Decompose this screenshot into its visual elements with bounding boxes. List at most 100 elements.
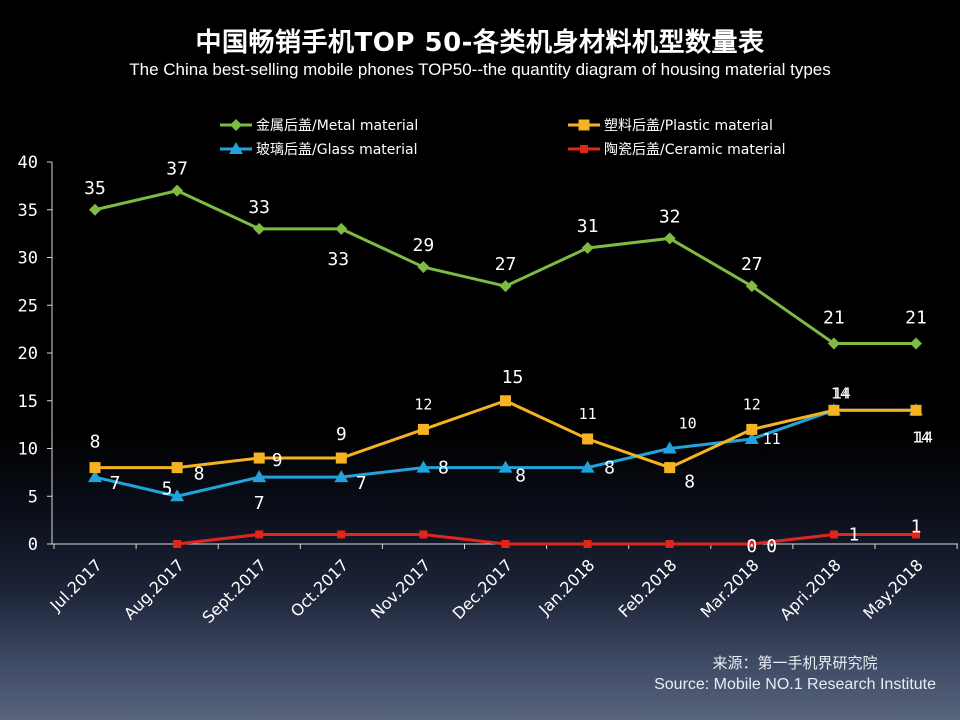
x-tick-label: Sept.2017 xyxy=(198,555,270,627)
data-label: 31 xyxy=(577,216,599,237)
data-point xyxy=(663,232,676,245)
x-tick-label: Oct.2017 xyxy=(287,555,352,620)
data-point xyxy=(417,261,430,274)
data-label: 21 xyxy=(823,307,845,328)
data-label: 1 xyxy=(911,516,922,537)
data-point xyxy=(583,540,592,548)
data-label: 14 xyxy=(831,384,849,402)
series-line-3 xyxy=(176,532,916,546)
source-note: 来源：第一手机界研究院 Source: Mobile NO.1 Research… xyxy=(654,652,936,696)
data-label: 9 xyxy=(272,450,283,471)
data-point xyxy=(334,470,349,483)
x-tick-label: Jul.2017 xyxy=(46,555,106,615)
data-point xyxy=(88,470,102,483)
source-en: Source: Mobile NO.1 Research Institute xyxy=(654,676,936,693)
data-label: 8 xyxy=(194,464,205,485)
data-point xyxy=(501,540,510,548)
data-label: 0 xyxy=(766,536,777,557)
y-tick-label: 40 xyxy=(18,153,38,173)
data-label: 12 xyxy=(743,395,761,413)
legend-label: 玻璃后盖/Glass material xyxy=(256,141,418,158)
data-label: 15 xyxy=(502,367,524,388)
data-point xyxy=(829,530,838,539)
data-point xyxy=(500,395,511,407)
series-line-2 xyxy=(95,399,916,470)
y-tick-label: 30 xyxy=(18,249,38,269)
data-point xyxy=(337,530,346,539)
data-point xyxy=(253,452,265,464)
legend-marker xyxy=(578,119,590,131)
data-label: 14 xyxy=(915,428,933,446)
x-tick-label: Feb.2018 xyxy=(615,555,681,621)
data-label: 7 xyxy=(254,493,265,514)
data-point xyxy=(910,337,922,350)
data-point xyxy=(416,460,431,473)
data-label: 8 xyxy=(684,472,695,493)
data-point xyxy=(335,452,347,464)
data-label: 27 xyxy=(495,254,517,275)
data-label: 8 xyxy=(90,432,101,453)
source-cn: 来源：第一手机界研究院 xyxy=(712,654,878,672)
data-point xyxy=(171,184,184,197)
legend-label: 塑料后盖/Plastic material xyxy=(604,118,773,134)
data-point xyxy=(828,404,840,416)
y-tick-label: 10 xyxy=(18,440,38,460)
data-point xyxy=(662,441,677,454)
data-label: 11 xyxy=(579,405,597,423)
y-tick-label: 20 xyxy=(18,344,38,364)
data-point xyxy=(581,241,594,254)
data-label: 9 xyxy=(336,424,347,445)
y-tick-label: 0 xyxy=(28,535,38,555)
x-tick-label: Mar.2018 xyxy=(696,555,762,621)
data-point xyxy=(89,462,101,474)
x-tick-label: Dec.2017 xyxy=(449,555,517,623)
data-label: 8 xyxy=(515,466,526,487)
data-label: 8 xyxy=(438,458,449,479)
data-point xyxy=(747,540,756,548)
data-label: 33 xyxy=(327,249,349,270)
data-label: 7 xyxy=(110,473,121,494)
data-point xyxy=(746,423,758,435)
data-point xyxy=(171,462,183,474)
data-point xyxy=(499,280,512,293)
data-label: 27 xyxy=(741,254,763,275)
data-label: 5 xyxy=(162,478,173,499)
data-label: 7 xyxy=(356,473,367,494)
data-label: 37 xyxy=(166,159,188,180)
data-point xyxy=(419,530,428,539)
data-label: 11 xyxy=(763,430,781,448)
data-label: 0 xyxy=(746,536,757,557)
legend-marker xyxy=(580,145,588,153)
legend-marker xyxy=(230,119,242,131)
chart-title: 中国畅销手机TOP 50-各类机身材料机型数量表 xyxy=(195,28,765,58)
data-label: 32 xyxy=(659,206,681,227)
data-point xyxy=(252,470,267,483)
x-tick-label: Nov.2017 xyxy=(367,555,434,622)
data-point xyxy=(745,280,758,293)
y-tick-label: 5 xyxy=(28,487,38,507)
legend-label: 金属后盖/Metal material xyxy=(256,118,418,134)
series-line-1 xyxy=(94,408,916,498)
data-point xyxy=(253,222,266,235)
x-tick-label: Jan.2018 xyxy=(534,555,598,619)
data-point xyxy=(89,203,101,216)
data-label: 10 xyxy=(679,415,697,433)
data-label: 12 xyxy=(414,395,432,413)
data-label: 21 xyxy=(905,307,927,328)
data-point xyxy=(582,433,594,445)
data-point xyxy=(664,462,676,474)
data-label: 14 xyxy=(912,428,930,446)
x-tick-label: Apri.2018 xyxy=(776,555,845,624)
data-point xyxy=(498,460,513,473)
data-point xyxy=(255,530,264,539)
data-point xyxy=(744,431,759,444)
y-tick-label: 35 xyxy=(18,201,38,221)
legend-marker xyxy=(229,142,243,154)
data-point xyxy=(580,460,595,473)
data-label: 1 xyxy=(848,524,859,545)
data-point xyxy=(335,222,348,235)
legend-label: 陶瓷后盖/Ceramic material xyxy=(604,142,786,158)
y-tick-label: 25 xyxy=(18,296,38,316)
data-point xyxy=(665,540,674,548)
